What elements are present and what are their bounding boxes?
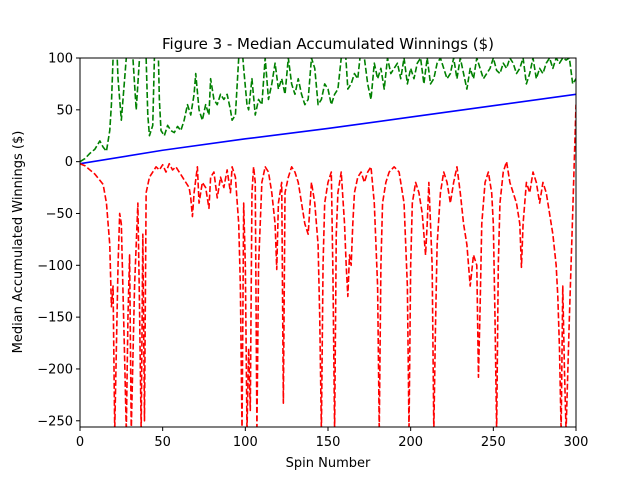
x-tick-label: 0 (76, 435, 84, 450)
y-tick-label: −150 (37, 311, 73, 326)
series-layer (80, 58, 576, 427)
x-axis-label: Spin Number (286, 456, 371, 471)
x-tick-label: 300 (564, 435, 589, 450)
x-tick-label: 100 (233, 435, 258, 450)
y-tick-label: −50 (46, 207, 73, 222)
y-tick-label: −100 (37, 259, 73, 274)
y-tick-label: 50 (56, 103, 73, 118)
y-axis: −250 −200 −150 −100 −50 0 50 100 (37, 52, 80, 429)
x-tick-label: 150 (316, 435, 341, 450)
y-tick-label: −200 (37, 362, 73, 377)
chart-title: Figure 3 - Median Accumulated Winnings (… (162, 35, 494, 53)
x-tick-label: 200 (398, 435, 423, 450)
x-tick-label: 50 (154, 435, 171, 450)
y-axis-label: Median Accumulated Winnings ($) (11, 131, 26, 354)
median-series (80, 93, 576, 165)
x-axis: 0 50 100 150 200 250 300 (76, 427, 589, 450)
y-tick-label: −250 (37, 414, 73, 429)
x-tick-label: 250 (481, 435, 506, 450)
y-tick-label: 100 (48, 52, 73, 67)
y-tick-label: 0 (65, 155, 73, 170)
lower-bound-series (80, 104, 576, 427)
upper-bound-series (80, 58, 576, 163)
